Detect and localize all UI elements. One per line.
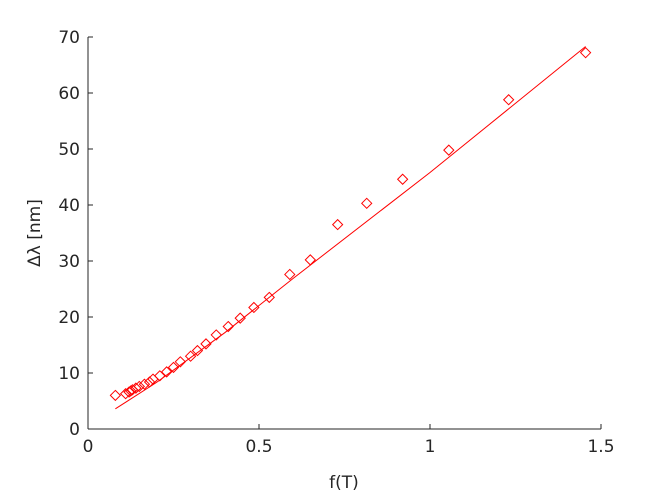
data-point (443, 144, 455, 156)
y-tick-label: 60 (58, 84, 80, 104)
y-tick-label: 70 (58, 28, 80, 48)
x-axis-label: f(T) (329, 473, 359, 493)
x-tick-label: 1.5 (587, 437, 614, 457)
data-point (133, 380, 146, 393)
data-point (138, 378, 151, 390)
fit-line (115, 46, 586, 410)
y-tick-label: 30 (58, 252, 80, 272)
y-tick-label: 40 (58, 196, 80, 216)
y-tick-label: 20 (58, 308, 80, 328)
x-tick-label: 0.5 (245, 437, 272, 457)
data-point (502, 94, 515, 106)
data-point (184, 350, 197, 362)
data-point (167, 361, 180, 374)
data-point (396, 173, 409, 185)
data-point (160, 366, 173, 378)
y-tick-label: 10 (58, 364, 80, 384)
data-point (119, 388, 132, 400)
data-point (579, 46, 592, 59)
data-point (234, 312, 246, 324)
x-tick-label: 0 (83, 437, 94, 457)
y-tick-label: 50 (58, 140, 80, 160)
data-point (284, 268, 296, 281)
data-point (304, 254, 317, 266)
data-point (154, 370, 166, 382)
data-point (191, 344, 204, 357)
data-point (331, 218, 344, 231)
data-point (130, 382, 142, 394)
data-point (361, 197, 373, 210)
y-axis-label: Δλ [nm] (25, 199, 45, 267)
data-point (109, 389, 122, 402)
x-tick-label: 1 (425, 437, 436, 457)
data-point (222, 320, 234, 333)
data-point (200, 338, 212, 350)
data-point (263, 291, 275, 304)
data-point (248, 301, 260, 314)
data-point (210, 329, 222, 341)
y-tick-label: 0 (69, 420, 80, 440)
data-point (174, 356, 187, 368)
data-point (143, 376, 156, 388)
